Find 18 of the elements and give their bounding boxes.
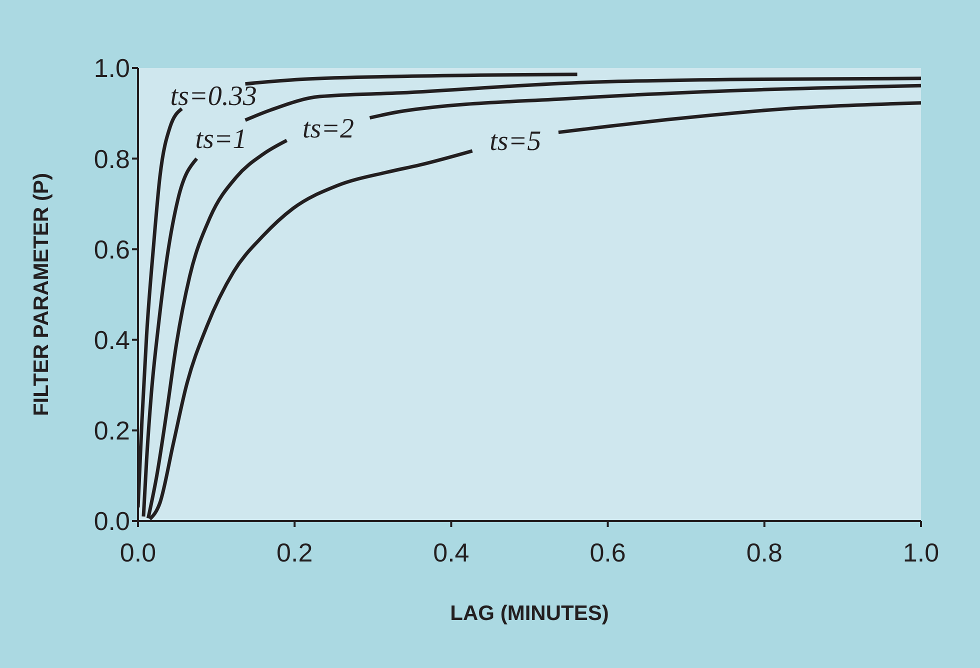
series-label: ts=5 bbox=[490, 126, 542, 158]
y-tick-label: 0.6 bbox=[94, 234, 130, 264]
y-tick-label: 0.8 bbox=[94, 144, 130, 174]
x-tick-label: 0.4 bbox=[433, 537, 470, 568]
y-tick-label: 0.4 bbox=[94, 325, 130, 356]
series-label: ts=2 bbox=[302, 114, 354, 145]
x-tick-label: 1.0 bbox=[902, 537, 940, 568]
x-tick-label: 0.0 bbox=[120, 537, 156, 568]
x-tick-label: 0.8 bbox=[746, 537, 782, 568]
x-tick-label: 0.2 bbox=[276, 537, 313, 568]
y-axis-title: FILTER PARAMETER (P) bbox=[30, 172, 53, 416]
series-label: ts=0.33 bbox=[170, 80, 257, 112]
y-tick-label: 0.2 bbox=[94, 416, 130, 446]
y-tick-label: 0.0 bbox=[94, 506, 130, 536]
x-axis-title: LAG (MINUTES) bbox=[450, 602, 609, 625]
x-tick-label: 0.6 bbox=[590, 537, 626, 568]
y-tick-label: 1.0 bbox=[94, 53, 130, 84]
series-label: ts=1 bbox=[195, 124, 247, 155]
